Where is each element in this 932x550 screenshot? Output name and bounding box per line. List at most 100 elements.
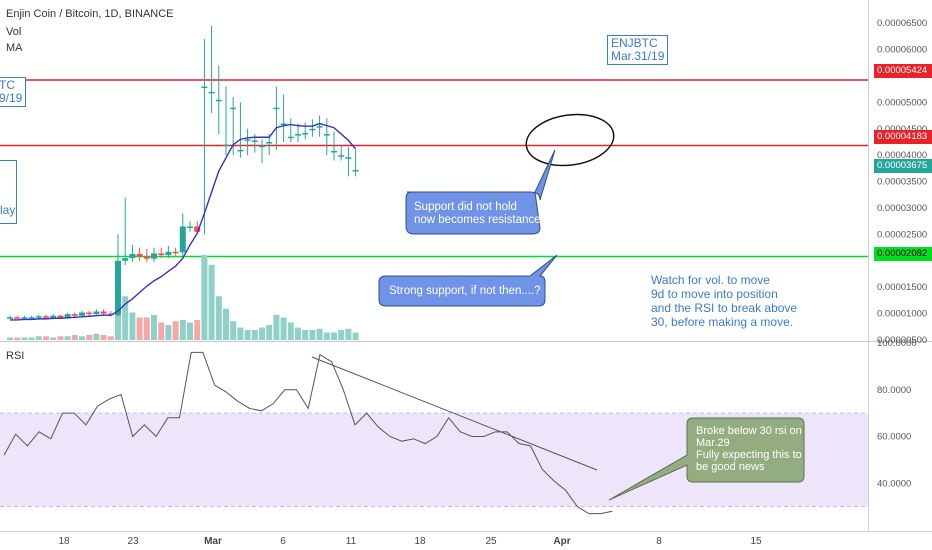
left-partial-line2: 9/19	[0, 91, 23, 105]
volume-bar	[129, 312, 136, 340]
volume-bar	[309, 330, 316, 340]
watch-note-line4: 30, before making a move.	[651, 315, 794, 329]
rsi-callout-line4: be good news	[696, 461, 765, 473]
candle-body	[316, 126, 323, 128]
volume-bar	[259, 327, 265, 340]
volume-bar	[323, 332, 330, 340]
volume-bar	[86, 335, 93, 340]
candle-body	[71, 314, 78, 316]
candle-body	[35, 316, 42, 318]
volume-bar	[302, 330, 309, 340]
candle-body	[345, 157, 352, 159]
x-tick-label: 8	[656, 536, 662, 547]
price-tick-label: 0.00004000	[877, 150, 927, 161]
volume-bar	[100, 335, 107, 340]
rsi-tick-label: 100.0000	[877, 338, 917, 349]
volume-bar	[201, 255, 208, 340]
price-tick-label: 0.00006500	[877, 18, 927, 29]
symbol-box-line2: Mar.31/19	[611, 49, 665, 63]
vol-legend: Vol	[6, 26, 22, 38]
rsi-tick-label: 60.0000	[877, 432, 911, 443]
volume-bar	[57, 336, 64, 340]
price-tick-label: 0.00006000	[877, 45, 927, 56]
volume-bar	[208, 265, 215, 340]
symbol-box-line1: ENJBTC	[611, 36, 658, 50]
candle-body	[100, 311, 107, 314]
candle-body	[259, 145, 265, 148]
volume-bar	[244, 330, 251, 340]
volume-bar	[237, 327, 244, 340]
volume-bar	[115, 302, 121, 340]
resistance-top-tag: 0.00005424	[874, 64, 932, 78]
candle-body	[230, 107, 237, 110]
volume-bar	[151, 315, 157, 340]
rsi-trendline	[311, 356, 598, 471]
highlight-ellipse	[525, 113, 615, 167]
support-tag: 0.00002082	[874, 247, 932, 261]
price-tick-label: 0.00004500	[877, 124, 927, 135]
candle-body	[50, 315, 57, 318]
price-tick-label: 0.00005000	[877, 97, 927, 108]
volume-bar	[158, 322, 165, 340]
candle-body	[64, 314, 71, 318]
support-callout-line2: now becomes resistance.	[414, 214, 544, 226]
candle-body	[143, 256, 150, 259]
volume-bar	[331, 332, 337, 340]
volume-bar	[165, 325, 172, 340]
volume-bar	[352, 332, 359, 340]
price-tick-label: 0.00002500	[877, 229, 927, 240]
watch-note-line1: Watch for vol. to move	[651, 273, 770, 287]
candle-body	[14, 317, 21, 319]
left-partial-frame	[0, 160, 17, 224]
ma-legend: MA	[6, 42, 23, 54]
resistance-tag: 0.00004183	[874, 130, 932, 144]
volume-bar	[295, 327, 301, 340]
volume-bar	[345, 328, 352, 340]
candle-body	[187, 226, 193, 228]
volume-bar	[287, 322, 294, 340]
price-tick-label: 0.00001500	[877, 282, 927, 293]
price-tick-label: 0.00001000	[877, 309, 927, 320]
candle-body	[201, 86, 208, 89]
rsi-callout-line1: Broke below 30 rsi on	[696, 425, 802, 437]
candle-body	[28, 317, 35, 319]
symbol-legend: Enjin Coin / Bitcoin, 1D, BINANCE	[6, 8, 174, 20]
candle-body	[194, 226, 201, 232]
volume-bar	[194, 320, 201, 340]
x-tick-label: 23	[127, 536, 139, 547]
price-tick-label: 0.00003500	[877, 177, 927, 188]
volume-bar	[79, 336, 85, 340]
x-tick-label: Mar	[204, 536, 222, 547]
candle-body	[331, 150, 337, 153]
candle-body	[158, 253, 165, 255]
candle-body	[352, 169, 359, 172]
watch-note-line2: 9d to move into position	[651, 287, 778, 301]
x-tick-label: 18	[58, 536, 70, 547]
ma-line	[10, 122, 357, 321]
volume-bar	[28, 337, 35, 340]
candle-body	[122, 258, 129, 261]
volume-bar	[266, 325, 273, 340]
volume-bar	[107, 336, 114, 340]
candle-body	[151, 253, 157, 259]
volume-bar	[273, 315, 280, 340]
candle-body	[57, 315, 64, 318]
support-callout	[405, 149, 556, 235]
candle-body	[280, 123, 287, 126]
x-tick-label: 18	[414, 536, 426, 547]
candle-body	[273, 107, 280, 110]
volume-bar	[172, 321, 179, 340]
price-tick-label: 0.00000500	[877, 335, 927, 346]
volume-bar	[338, 330, 345, 340]
support-callout-text: Support did not hold now becomes resista…	[414, 201, 544, 227]
candle-body	[7, 317, 13, 319]
volume-bar	[179, 320, 186, 340]
rsi-callout-text: Broke below 30 rsi on Mar.29 Fully expec…	[696, 425, 802, 473]
candle-body	[43, 316, 49, 318]
watch-note: Watch for vol. to move 9d to move into p…	[651, 273, 797, 329]
volume-bar	[223, 308, 229, 340]
x-tick-label: 11	[346, 536, 357, 547]
symbol-date-box: ENJBTC Mar.31/19	[607, 35, 669, 65]
candle-body	[208, 91, 215, 94]
